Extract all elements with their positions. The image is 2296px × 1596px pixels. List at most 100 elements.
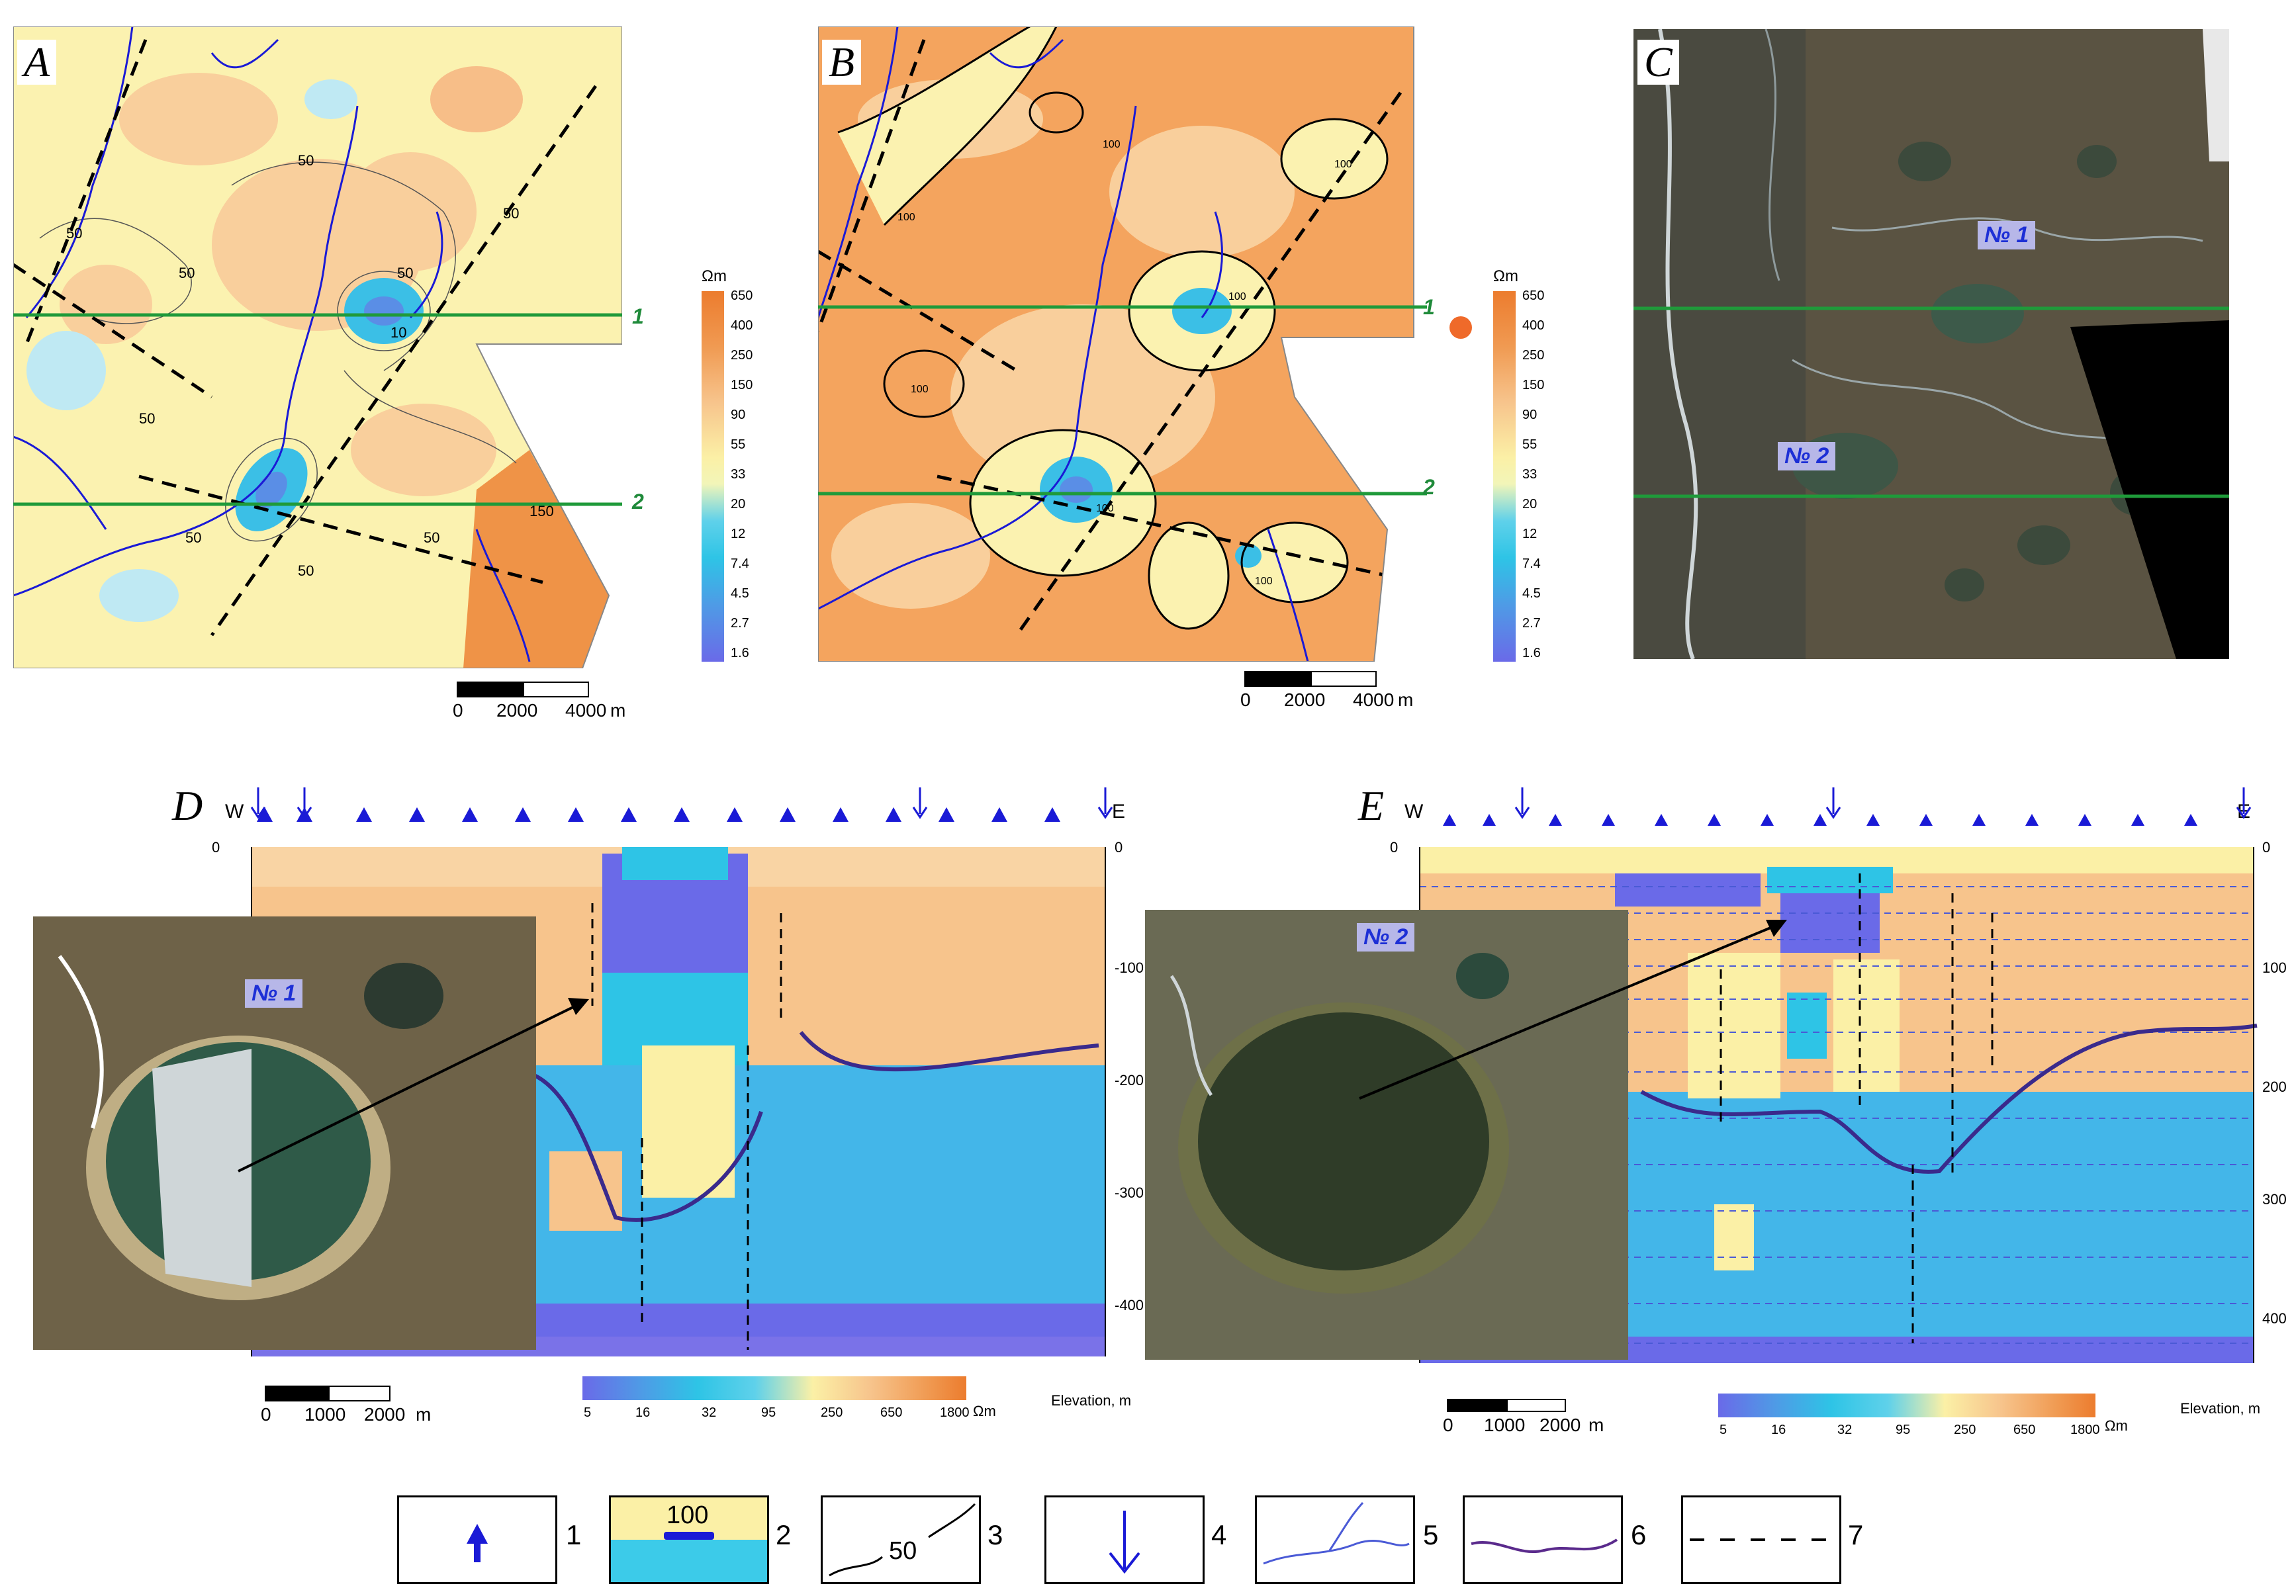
- contour-label: 50: [397, 265, 414, 281]
- map-a-graphic: [13, 26, 623, 669]
- colorbar-tick-label: 400: [1522, 318, 1545, 333]
- colorbar-tick-label: 250: [1522, 348, 1545, 363]
- lake-label-1-d: № 1: [245, 979, 303, 1008]
- profile-number-2-a: 2: [632, 490, 644, 513]
- contour-label: 50: [185, 529, 202, 546]
- depth-tick-d: 0: [1115, 839, 1123, 856]
- depth-tick-d: 0: [212, 839, 220, 856]
- panel-label-d: D: [172, 782, 203, 829]
- colorbar-tick-label: 2.7: [1522, 616, 1541, 631]
- legend-item-4-box: [1044, 1495, 1205, 1584]
- colorbar-tick-label: 1.6: [1522, 646, 1541, 660]
- colorbar-tick-label: 20: [731, 497, 746, 511]
- colorbar-tick-label: 12: [731, 527, 746, 541]
- elevation-title-d: Elevation, m: [1051, 1392, 1132, 1409]
- scale-tick: 0: [261, 1404, 271, 1425]
- colorbar-tick-label: 650: [731, 288, 753, 303]
- depth-tick-e: 300: [2262, 1191, 2287, 1208]
- scale-bar-e: 0 1000 2000 m: [1443, 1399, 1645, 1439]
- contour-label: 100: [1255, 576, 1273, 587]
- depth-tick-e: 400: [2262, 1310, 2287, 1327]
- boundary-curve-icon: [1471, 1538, 1618, 1554]
- arrow-d: [238, 998, 589, 1173]
- scale-tick: 2000: [364, 1404, 406, 1425]
- colorbar-unit-d: Ωm: [973, 1403, 996, 1419]
- legend-number-7: 7: [1848, 1519, 1864, 1550]
- depth-tick-d: -400: [1115, 1297, 1144, 1313]
- colorbar-tick-label: 55: [731, 437, 746, 452]
- depth-tick-d: -100: [1115, 959, 1144, 976]
- depth-tick-e: 100: [2262, 959, 2287, 976]
- scale-tick: 2000: [1539, 1415, 1581, 1435]
- contour-label: 100: [1096, 503, 1114, 514]
- panel-b-resistivity-map: B 100 100 100 100 100 100 100: [817, 26, 1427, 662]
- hcb-tick: 1800: [940, 1405, 970, 1420]
- panel-label-b: B: [822, 40, 862, 85]
- hcb-tick: 250: [1954, 1423, 1976, 1437]
- hcb-tick: 1800: [2070, 1423, 2100, 1437]
- panel-d-resistivity-section: D W E 0: [33, 781, 1171, 1469]
- contour-label: 100: [911, 384, 929, 395]
- scale-bar-d: 0 1000 2000 m: [261, 1386, 463, 1425]
- scale-tick: 4000: [565, 700, 607, 721]
- scale-tick: 0: [1240, 689, 1251, 710]
- contour-label: 100: [1103, 139, 1121, 150]
- colorbar-horizontal-d: Ωm 5 16 32 95 250 650 1800: [582, 1376, 1046, 1429]
- hcb-tick: 16: [1771, 1423, 1786, 1437]
- legend-number-4: 4: [1211, 1519, 1227, 1550]
- colorbar-tick-label: 33: [1522, 467, 1538, 482]
- scale-tick: 2000: [1284, 689, 1326, 710]
- depth-tick-e: 0: [2262, 839, 2271, 856]
- colorbar-tick-label: 7.4: [1522, 556, 1541, 571]
- scale-tick: 1000: [1484, 1415, 1526, 1435]
- colorbar-tick-label: 4.5: [1522, 586, 1541, 601]
- colorbar-unit-b: Ωm: [1493, 267, 1518, 285]
- contour-label: 100: [897, 212, 915, 223]
- hcb-tick: 16: [635, 1405, 651, 1420]
- contour-label: 50: [298, 562, 314, 579]
- legend-number-5: 5: [1423, 1519, 1439, 1550]
- panel-label-c: C: [1637, 40, 1679, 85]
- scale-unit: m: [1398, 689, 1414, 710]
- scale-bar-a: 0 2000 4000 m: [453, 682, 655, 721]
- colorbar-tick-label: 150: [1522, 378, 1545, 392]
- colorbar-tick-label: 4.5: [731, 586, 749, 601]
- scale-tick: 0: [1443, 1415, 1453, 1435]
- colorbar-tick-label: 1.6: [731, 646, 749, 660]
- scale-unit: m: [610, 700, 626, 721]
- contour-label: 100: [1334, 159, 1352, 170]
- colorbar-tick-label: 33: [731, 467, 746, 482]
- scale-unit: m: [416, 1404, 432, 1425]
- fault-dashed-line-icon: [1690, 1538, 1833, 1541]
- hcb-tick: 650: [880, 1405, 903, 1420]
- hcb-tick: 5: [584, 1405, 592, 1420]
- panel-a-resistivity-map: A 50 50 50 50 50 10 50 50 50 50 150: [13, 26, 623, 669]
- downward-arrow-icon: [1109, 1511, 1140, 1574]
- scale-tick: 0: [453, 700, 463, 721]
- west-label-e: W: [1404, 801, 1424, 822]
- arrow-e: [1359, 920, 1787, 1100]
- legend-swatch-low: [611, 1540, 767, 1582]
- scale-tick: 2000: [496, 700, 538, 721]
- legend-number-1: 1: [566, 1519, 582, 1550]
- depth-tick-d: -300: [1115, 1184, 1144, 1201]
- colorbar-vertical-b: Ωm 650 400 250 150 90 55 33 20 12 7.4 4.5 2.7 1.6: [1493, 267, 1573, 668]
- colorbar-gradient-e: [1718, 1394, 2095, 1417]
- satellite-graphic: [1633, 28, 2229, 660]
- panel-label-a: A: [17, 40, 57, 85]
- colorbar-unit-a: Ωm: [702, 267, 727, 285]
- colorbar-tick-label: 150: [731, 378, 753, 392]
- contour-label: 10: [390, 324, 407, 341]
- legend-item-3-box: 50: [821, 1495, 981, 1584]
- hcb-tick: 5: [1720, 1423, 1727, 1437]
- hcb-tick: 32: [702, 1405, 717, 1420]
- colorbar-tick-label: 12: [1522, 527, 1538, 541]
- legend-value-100: 100: [666, 1501, 709, 1529]
- depth-tick-d: -200: [1115, 1072, 1144, 1088]
- elevation-title-e: Elevation, m: [2180, 1400, 2261, 1417]
- scale-unit: m: [1588, 1415, 1604, 1435]
- colorbar-horizontal-e: Ωm 5 16 32 95 250 650 1800: [1718, 1394, 2195, 1446]
- colorbar-gradient-d: [582, 1376, 966, 1400]
- colorbar-tick-label: 250: [731, 348, 753, 363]
- west-label-d: W: [225, 801, 244, 822]
